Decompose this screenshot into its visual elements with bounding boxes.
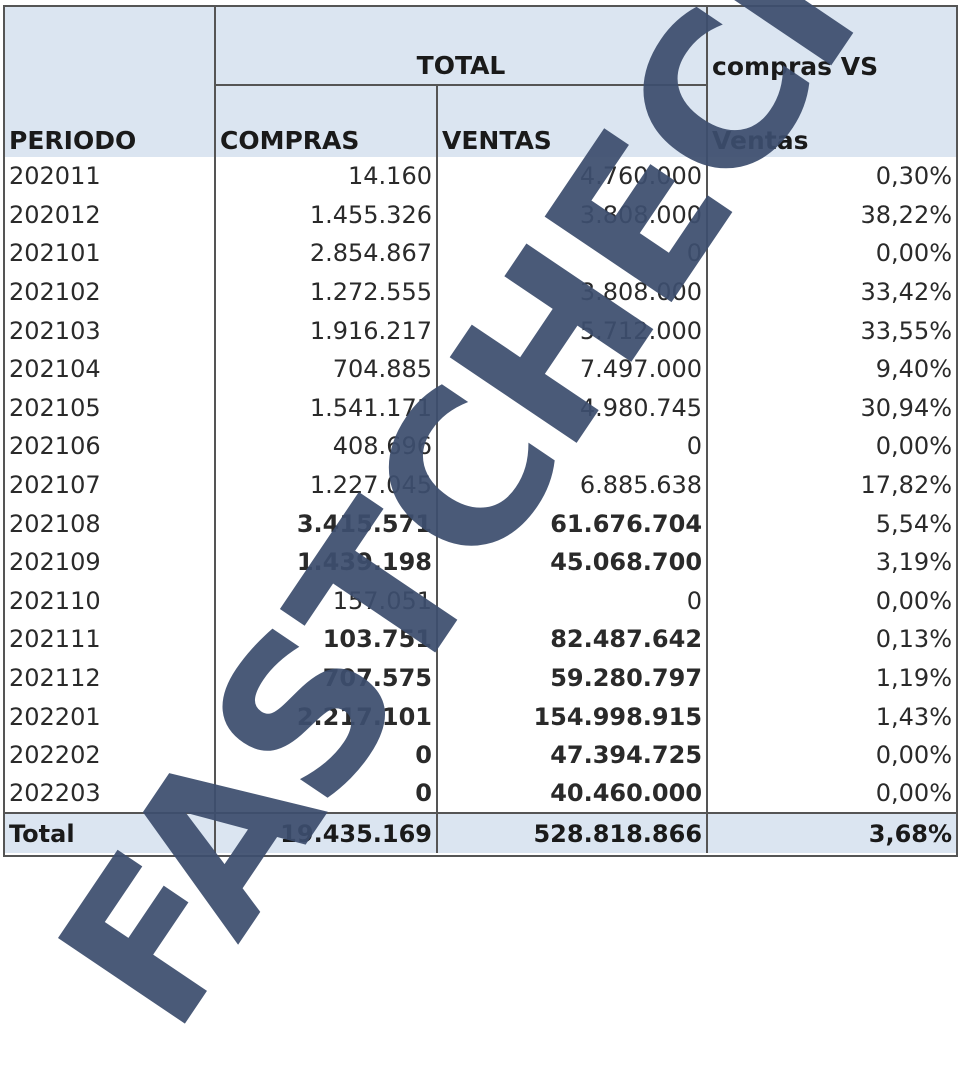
cell-pct: 9,40% — [875, 355, 953, 384]
cell-periodo: 202012 — [5, 195, 216, 235]
cell-periodo: 202108 — [5, 504, 216, 543]
cell-ventas: 4.760.000 — [437, 157, 709, 196]
total-ventas: 528.818.866 — [437, 812, 709, 854]
cell-compras: 1.439.198 — [215, 542, 438, 582]
cell-ventas: 3.808.000 — [437, 195, 709, 235]
cell-ventas: 45.068.700 — [437, 542, 709, 582]
cell-ventas: 154.998.915 — [437, 697, 709, 736]
cell-compras: 14.160 — [215, 157, 438, 196]
cell-compras: 0 — [215, 735, 438, 775]
cell-compras: 408.696 — [215, 427, 438, 466]
cell-pct: 5,54% — [875, 509, 953, 538]
header-periodo: PERIODO — [5, 7, 216, 157]
cell-ventas: 0 — [437, 234, 709, 273]
total-label: Total — [5, 812, 216, 854]
cell-compras: 1.227.045 — [215, 465, 438, 505]
cell-periodo: 202201 — [5, 697, 216, 736]
header-compras-vs: compras VS — [707, 7, 956, 85]
cell-ventas: 5.712.000 — [437, 311, 709, 350]
cell-periodo: 202203 — [5, 774, 216, 814]
table-body: 202011 14.160 4.760.000 0,30% 202012 1.455.32… — [5, 157, 956, 814]
table-row: 202012 1.455.326 3.808.000 38,22% — [5, 195, 956, 235]
cell-periodo: 202202 — [5, 735, 216, 775]
cell-periodo: 202011 — [5, 157, 216, 196]
cell-compras: 1.916.217 — [215, 311, 438, 350]
cell-pct: 38,22% — [860, 200, 953, 229]
cell-ventas: 40.460.000 — [437, 774, 709, 814]
table-row: 202105 1.541.171 4.980.745 30,94% — [5, 388, 956, 428]
cell-pct: 3,19% — [875, 548, 953, 577]
cell-compras: 157.051 — [215, 581, 438, 621]
header-ventas: VENTAS — [437, 85, 709, 157]
cell-ventas: 0 — [437, 427, 709, 466]
cell-compras: 1.541.171 — [215, 388, 438, 428]
cell-pct: 1,19% — [875, 664, 953, 693]
table-row: 202202 0 47.394.725 0,00% — [5, 735, 956, 775]
cell-pct: 0,00% — [875, 779, 953, 808]
cell-pct: 33,55% — [860, 316, 953, 345]
cell-compras: 2.217.101 — [215, 697, 438, 736]
total-compras: 19.435.169 — [215, 812, 438, 854]
table-row: 202109 1.439.198 45.068.700 3,19% — [5, 542, 956, 582]
cell-periodo: 202104 — [5, 349, 216, 389]
table-row: 202108 3.415.571 61.676.704 5,54% — [5, 504, 956, 543]
cell-pct: 0,00% — [875, 586, 953, 615]
cell-compras: 3.415.571 — [215, 504, 438, 543]
table-row: 202106 408.696 0 0,00% — [5, 427, 956, 466]
cell-periodo: 202112 — [5, 658, 216, 698]
cell-ventas: 7.497.000 — [437, 349, 709, 389]
table-row: 202111 103.751 82.487.642 0,13% — [5, 620, 956, 659]
cell-ventas: 59.280.797 — [437, 658, 709, 698]
cell-pct: 1,43% — [875, 702, 953, 731]
cell-pct: 17,82% — [860, 471, 953, 500]
cell-compras: 1.455.326 — [215, 195, 438, 235]
cell-compras: 103.751 — [215, 620, 438, 659]
table-row: 202101 2.854.867 0 0,00% — [5, 234, 956, 273]
cell-periodo: 202103 — [5, 311, 216, 350]
cell-compras: 2.854.867 — [215, 234, 438, 273]
header-total: TOTAL — [215, 7, 709, 86]
table-row: 202110 157.051 0 0,00% — [5, 581, 956, 621]
cell-compras: 704.885 — [215, 349, 438, 389]
cell-pct: 0,00% — [875, 741, 953, 770]
compras-ventas-table: PERIODO TOTAL compras VS COMPRAS VENTAS … — [5, 7, 956, 854]
table-row: 202203 0 40.460.000 0,00% — [5, 774, 956, 814]
cell-ventas: 0 — [437, 581, 709, 621]
cell-ventas: 82.487.642 — [437, 620, 709, 659]
cell-compras: 1.272.555 — [215, 272, 438, 312]
cell-ventas: 61.676.704 — [437, 504, 709, 543]
table-row: 202104 704.885 7.497.000 9,40% — [5, 349, 956, 389]
cell-pct: 30,94% — [860, 393, 953, 422]
cell-periodo: 202110 — [5, 581, 216, 621]
cell-periodo: 202109 — [5, 542, 216, 582]
cell-pct: 0,00% — [875, 432, 953, 461]
cell-periodo: 202111 — [5, 620, 216, 659]
cell-pct: 0,13% — [875, 625, 953, 654]
cell-pct: 0,30% — [875, 162, 953, 191]
cell-compras: 707.575 — [215, 658, 438, 698]
cell-ventas: 6.885.638 — [437, 465, 709, 505]
cell-compras: 0 — [215, 774, 438, 814]
table-row: 202112 707.575 59.280.797 1,19% — [5, 658, 956, 698]
cell-pct: 0,00% — [875, 239, 953, 268]
cell-ventas: 47.394.725 — [437, 735, 709, 775]
cell-periodo: 202105 — [5, 388, 216, 428]
spreadsheet-table-container: PERIODO TOTAL compras VS COMPRAS VENTAS … — [3, 5, 958, 857]
table-row: 202011 14.160 4.760.000 0,30% — [5, 157, 956, 196]
cell-periodo: 202102 — [5, 272, 216, 312]
total-row: Total 19.435.169 528.818.866 3,68% — [5, 812, 956, 854]
table-row: 202201 2.217.101 154.998.915 1,43% — [5, 697, 956, 736]
header-ventas-ratio: Ventas — [707, 85, 956, 157]
table-row: 202103 1.916.217 5.712.000 33,55% — [5, 311, 956, 350]
cell-periodo: 202101 — [5, 234, 216, 273]
header-compras: COMPRAS — [215, 85, 438, 157]
table-row: 202102 1.272.555 3.808.000 33,42% — [5, 272, 956, 312]
cell-ventas: 4.980.745 — [437, 388, 709, 428]
cell-periodo: 202106 — [5, 427, 216, 466]
total-pct: 3,68% — [707, 812, 956, 854]
cell-periodo: 202107 — [5, 465, 216, 505]
table-row: 202107 1.227.045 6.885.638 17,82% — [5, 465, 956, 505]
cell-ventas: 3.808.000 — [437, 272, 709, 312]
cell-pct: 33,42% — [860, 278, 953, 307]
